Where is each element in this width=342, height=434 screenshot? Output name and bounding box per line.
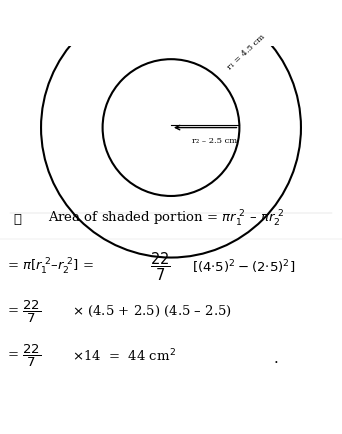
Circle shape [41,0,301,258]
Text: = $\pi[r_1^{\ 2}$–$r_2^{\ 2}]$ =: = $\pi[r_1^{\ 2}$–$r_2^{\ 2}]$ = [7,256,94,276]
Text: .: . [274,352,278,365]
Text: $\left[(4{\cdot}5)^2-(2{\cdot}5)^2\right]$: $\left[(4{\cdot}5)^2-(2{\cdot}5)^2\right… [192,258,295,275]
Text: ∴: ∴ [14,212,22,225]
Text: r₁ = 4.5 cm: r₁ = 4.5 cm [226,33,266,72]
Text: $\times$14  =  44 cm$^2$: $\times$14 = 44 cm$^2$ [72,347,176,363]
Text: r₂ – 2.5 cm: r₂ – 2.5 cm [192,137,237,145]
Circle shape [103,60,239,197]
Text: = $\dfrac{22}{7}$: = $\dfrac{22}{7}$ [7,342,41,368]
Text: = $\dfrac{22}{7}$: = $\dfrac{22}{7}$ [7,298,41,324]
Text: Area of shaded portion = $\pi r_1^{\ 2}$ – $\pi r_2^{\ 2}$: Area of shaded portion = $\pi r_1^{\ 2}$… [48,209,284,229]
Text: $\times$ (4.5 + 2.5) (4.5 – 2.5): $\times$ (4.5 + 2.5) (4.5 – 2.5) [72,303,232,319]
Text: $\dfrac{22}{7}$: $\dfrac{22}{7}$ [150,250,171,283]
